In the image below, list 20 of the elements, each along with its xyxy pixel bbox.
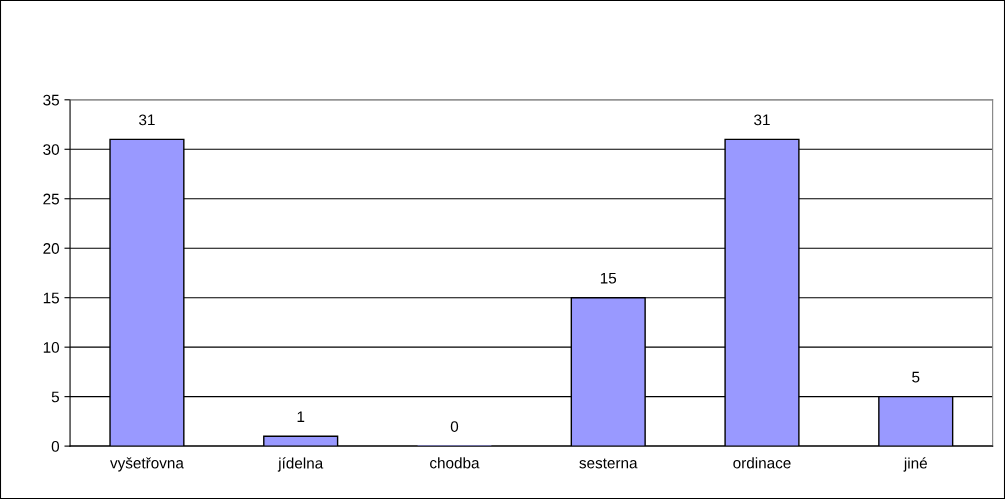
y-tick-label: 15 — [43, 292, 59, 304]
data-label: 31 — [139, 114, 155, 126]
y-tick-label: 35 — [43, 94, 59, 106]
y-tick-label: 20 — [43, 243, 60, 254]
y-tick-label: 25 — [43, 193, 59, 205]
data-label: 15 — [600, 272, 617, 284]
y-tick-label: 30 — [43, 144, 60, 155]
y-tick-label: 0 — [51, 440, 60, 452]
data-label: 31 — [754, 114, 770, 126]
x-tick-label: chodba — [430, 457, 480, 469]
y-tick-label: 5 — [51, 391, 59, 403]
x-tick-label: jídelna — [277, 457, 324, 472]
data-label: 1 — [297, 411, 305, 422]
y-tick-label: 10 — [43, 342, 60, 353]
x-tick-label: jiné — [903, 457, 927, 472]
x-tick-label: ordinace — [733, 457, 791, 469]
data-label: 0 — [450, 421, 459, 432]
x-tick-label: vyšetřovna — [110, 457, 184, 472]
x-tick-label: sesterna — [579, 458, 638, 469]
data-label: 5 — [912, 371, 920, 383]
